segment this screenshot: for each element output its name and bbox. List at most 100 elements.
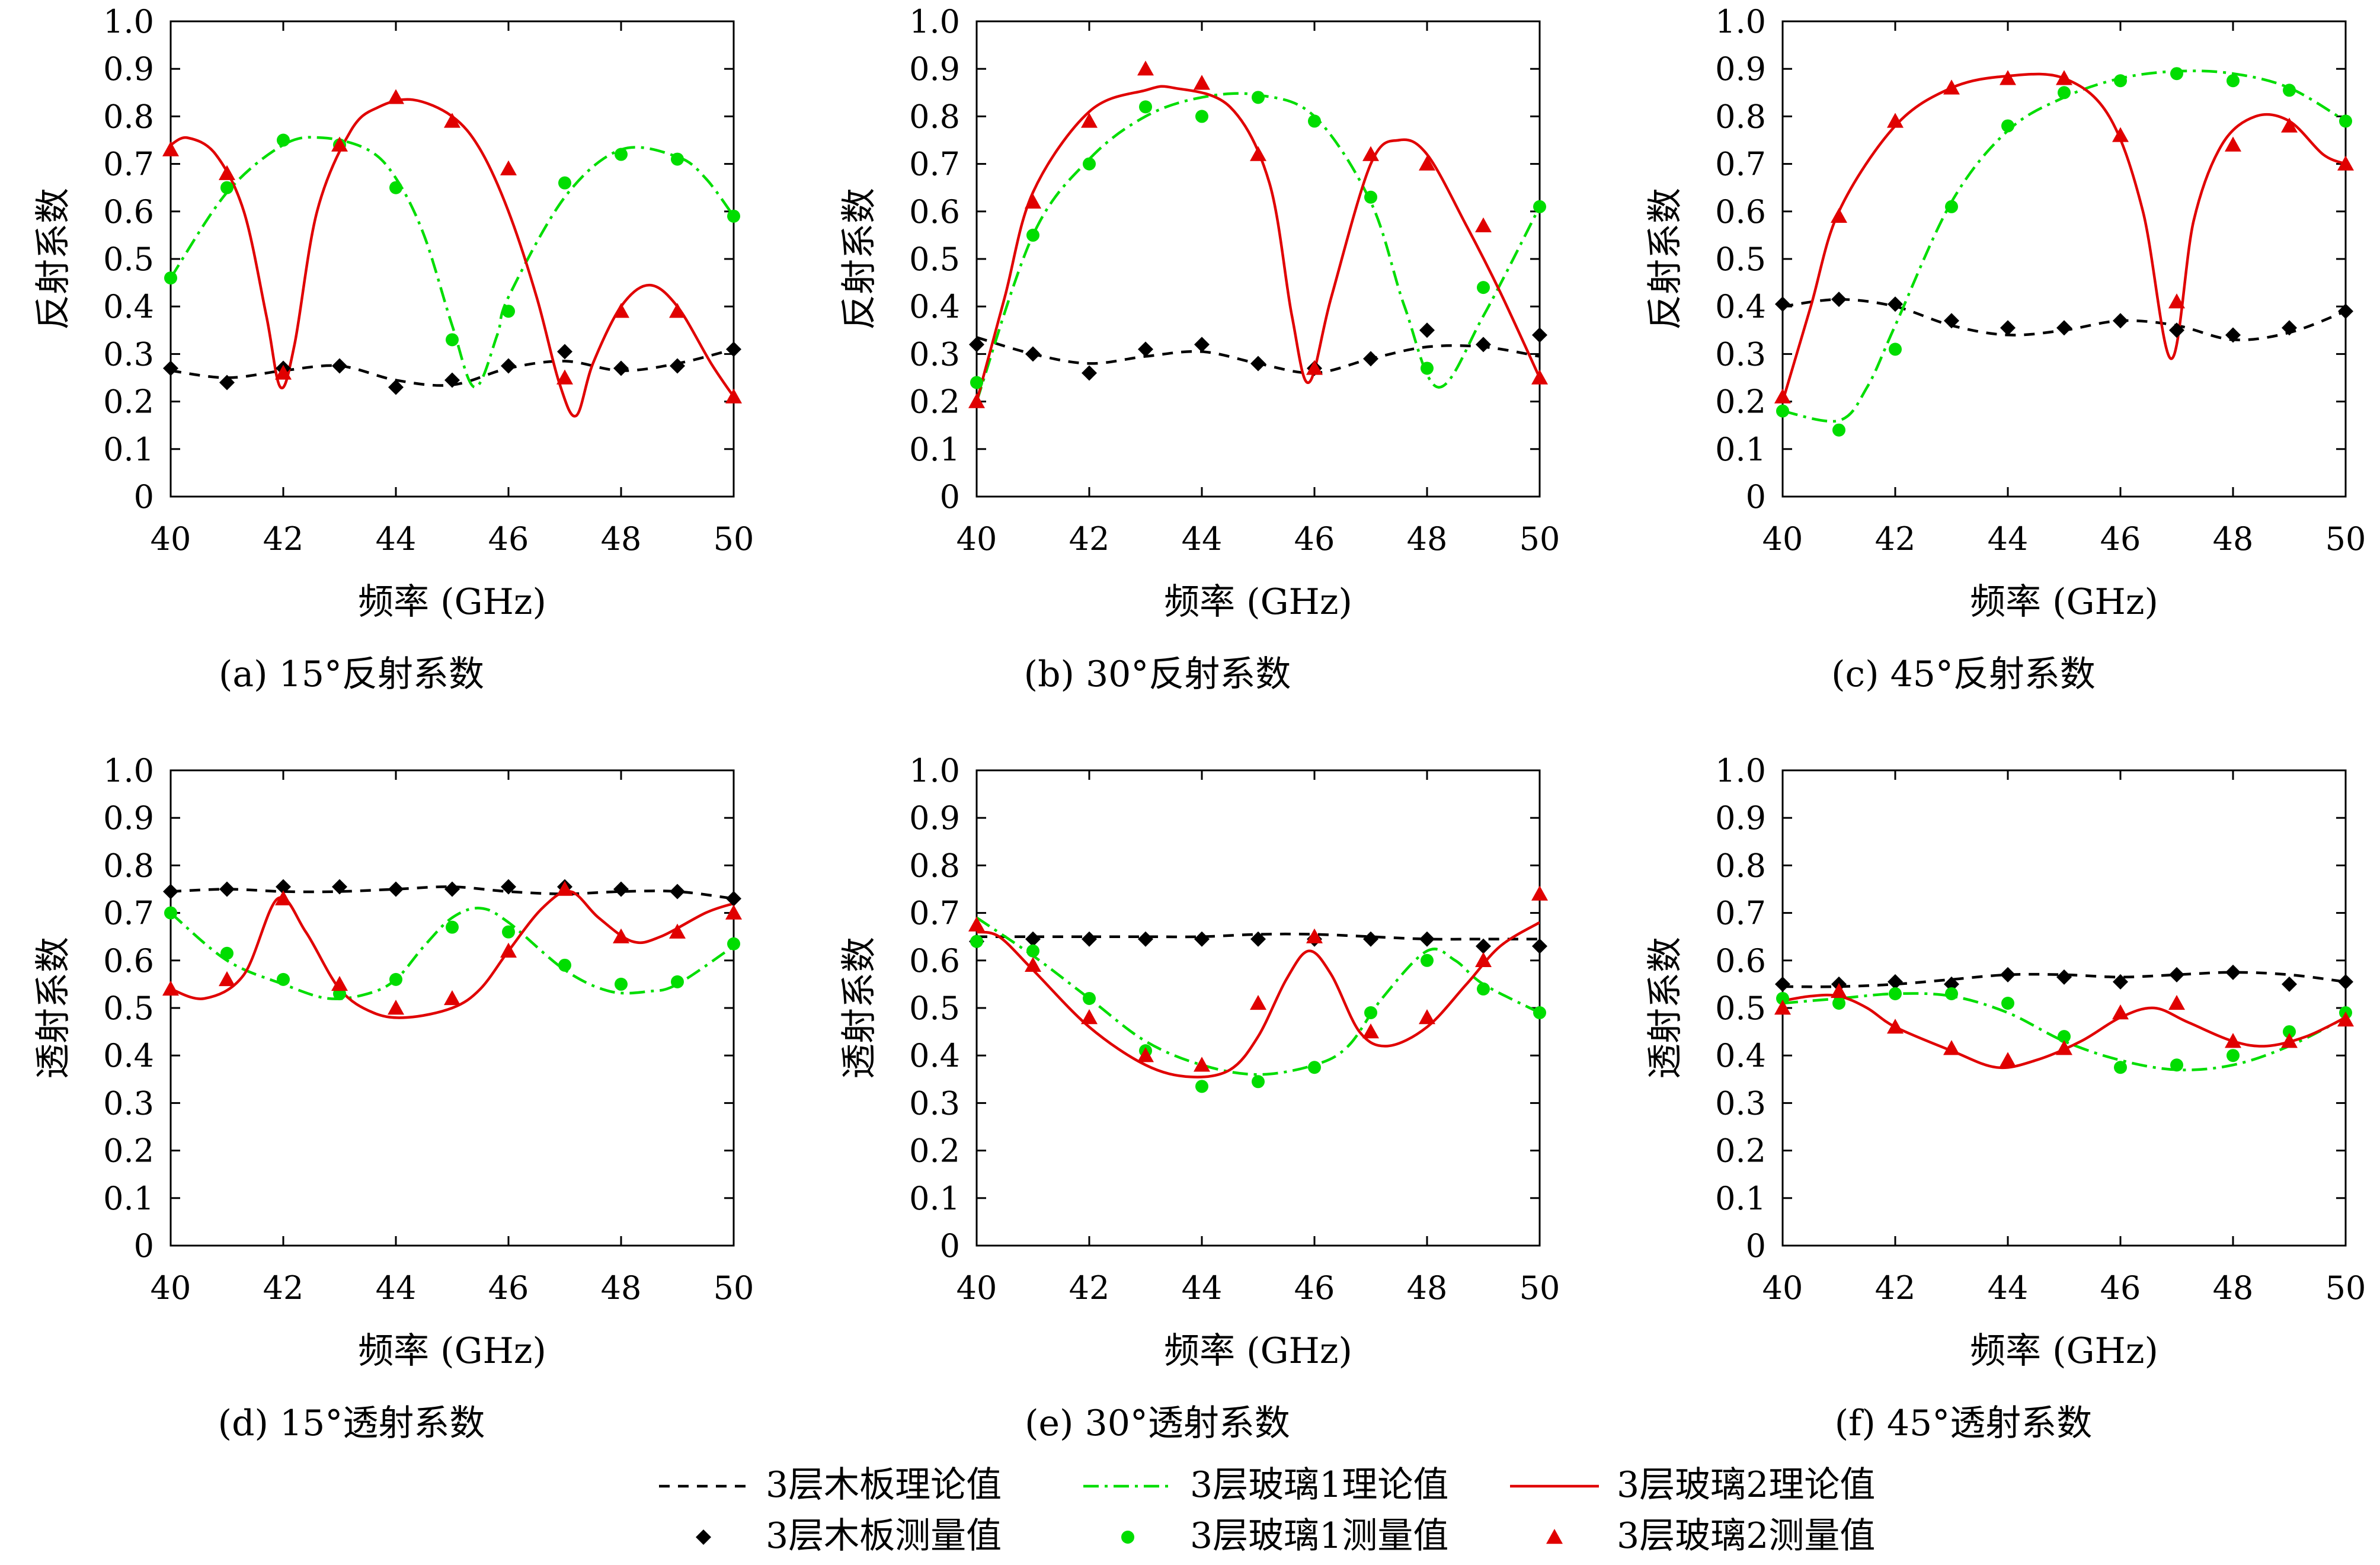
data-point [2000, 1052, 2016, 1067]
data-point [2000, 70, 2016, 85]
y-tick-label: 0.8 [909, 98, 960, 135]
panel-caption: (d) 15°透射系数 [218, 1403, 485, 1444]
data-point [2170, 1058, 2183, 1072]
data-point [1532, 327, 1547, 343]
data-point [615, 977, 628, 991]
data-point [1475, 952, 1492, 967]
y-tick-label: 0.4 [909, 1037, 960, 1074]
data-point [2338, 974, 2353, 990]
data-point [1194, 931, 1210, 947]
series-line [171, 889, 734, 1019]
data-point [1137, 60, 1154, 76]
x-tick-label: 42 [263, 520, 304, 558]
data-point [1945, 987, 1958, 1000]
x-tick-label: 50 [714, 520, 754, 558]
x-tick-label: 46 [2100, 1269, 2141, 1307]
x-tick-label: 48 [1407, 520, 1448, 558]
panel-caption: (c) 45°反射系数 [1831, 654, 2096, 695]
data-point [2225, 136, 2241, 152]
x-tick-label: 42 [1875, 520, 1916, 558]
data-point [2338, 303, 2353, 319]
data-point [388, 379, 404, 395]
y-tick-label: 0.6 [1715, 942, 1766, 980]
data-point [670, 884, 685, 900]
data-point [1532, 938, 1547, 954]
data-point [1889, 343, 1902, 356]
y-tick-label: 0.9 [103, 799, 154, 837]
data-point [1774, 388, 1791, 404]
series-line [171, 885, 734, 900]
data-point [1831, 292, 1847, 308]
legend-marker-swatch [1546, 1529, 1563, 1544]
y-tick-label: 0 [134, 478, 154, 516]
legend-item: 3层木板理论值 [659, 1464, 1002, 1506]
x-axis-label: 频率 (GHz) [1970, 1330, 2158, 1372]
y-tick-label: 0.6 [1715, 193, 1766, 231]
data-point [1137, 1047, 1154, 1062]
data-point [444, 881, 460, 897]
chart-panel-1: 0 0.1 0.2 0.3 0.4 0.5 0.6 0.7 0.8 0.9 1.0 40 42 44 46 4… [33, 3, 754, 695]
data-point [1531, 885, 1548, 901]
x-tick-label: 40 [151, 1269, 191, 1307]
x-axis-label: 频率 (GHz) [1970, 581, 2158, 623]
data-point [1476, 938, 1491, 954]
data-point [1887, 1019, 1904, 1034]
data-point [1306, 360, 1323, 375]
legend-item: 3层玻璃2测量值 [1546, 1515, 1875, 1557]
data-point [1475, 217, 1492, 233]
x-tick-label: 46 [2100, 520, 2141, 558]
y-axis-label: 透射系数 [33, 937, 74, 1079]
data-point [2058, 86, 2071, 100]
y-tick-label: 0.3 [909, 1084, 960, 1122]
data-point [219, 971, 235, 987]
data-point [1776, 991, 1789, 1005]
data-point [501, 358, 516, 374]
legend-label: 3层玻璃1理论值 [1190, 1464, 1448, 1506]
data-point [968, 393, 985, 408]
data-point [1477, 281, 1490, 295]
x-tick-label: 40 [1762, 1269, 1803, 1307]
data-point [1419, 322, 1435, 338]
data-point [446, 920, 459, 934]
y-tick-label: 0.1 [103, 431, 154, 468]
series-line [977, 932, 1540, 941]
x-tick-label: 50 [1520, 520, 1560, 558]
data-point [1308, 1061, 1321, 1074]
y-tick-label: 0.2 [1715, 1132, 1766, 1170]
x-tick-label: 44 [1988, 1269, 2029, 1307]
data-point [2225, 327, 2241, 343]
data-point [164, 271, 177, 285]
series-group [171, 98, 734, 418]
x-tick-label: 48 [2213, 1269, 2254, 1307]
data-point [1362, 1023, 1379, 1039]
y-axis-label: 透射系数 [1645, 937, 1686, 1079]
y-tick-label: 0.9 [1715, 799, 1766, 837]
data-point [2282, 976, 2297, 992]
chart-panel-3: 0 0.1 0.2 0.3 0.4 0.5 0.6 0.7 0.8 0.9 1.0 40 42 44 46 4… [1645, 3, 2366, 695]
data-point [726, 341, 741, 357]
data-point [2056, 969, 2072, 985]
data-point [727, 209, 740, 223]
y-tick-label: 0.3 [1715, 335, 1766, 373]
data-point [1364, 1006, 1377, 1020]
y-tick-label: 0 [1746, 478, 1766, 516]
data-point [444, 113, 460, 128]
data-point [1775, 296, 1790, 312]
y-tick-label: 0.7 [103, 895, 154, 932]
data-point [969, 337, 984, 353]
series-line [977, 921, 1540, 1078]
y-tick-label: 0.8 [103, 847, 154, 884]
data-point [388, 89, 404, 104]
y-axis-label: 反射系数 [1645, 188, 1686, 330]
y-tick-label: 0 [940, 478, 960, 516]
data-point [1774, 1000, 1791, 1015]
data-point [1364, 190, 1377, 204]
y-tick-label: 1.0 [103, 3, 154, 40]
data-point [1025, 346, 1041, 362]
x-tick-label: 44 [1182, 1269, 1223, 1307]
y-tick-label: 0.3 [103, 1084, 154, 1122]
data-point [220, 181, 233, 194]
y-tick-label: 0.3 [103, 335, 154, 373]
data-point [2281, 117, 2298, 133]
data-point [2000, 966, 2016, 982]
